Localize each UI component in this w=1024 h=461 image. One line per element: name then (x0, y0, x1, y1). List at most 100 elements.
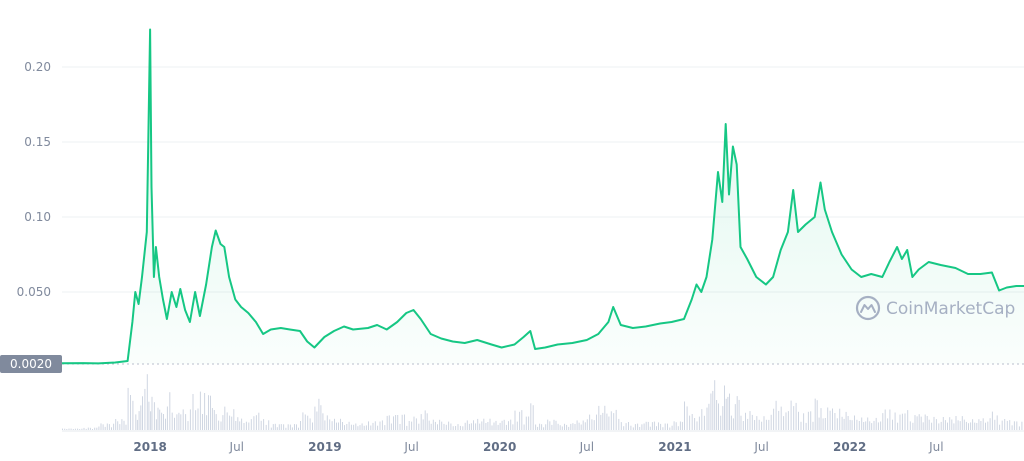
volume-bar (918, 414, 920, 430)
volume-bar (397, 415, 399, 430)
x-tick-label: Jul (928, 440, 943, 454)
volume-bar (497, 424, 499, 430)
baseline-label: 0.0020 (0, 355, 62, 373)
volume-bar (780, 406, 782, 430)
volume-bar (634, 424, 636, 430)
volume-bar (790, 400, 792, 430)
volume-bar (62, 428, 63, 430)
volume-bar (1009, 420, 1011, 430)
volume-bar (489, 418, 491, 430)
x-tick-label: Jul (753, 440, 768, 454)
volume-bar (824, 418, 826, 430)
volume-bar (615, 409, 617, 430)
volume-bar (677, 426, 679, 430)
volume-bar (924, 414, 926, 430)
volume-bar (159, 409, 161, 430)
volume-bar (539, 423, 541, 430)
volume-bar (415, 418, 417, 430)
volume-bar (586, 419, 588, 430)
volume-bar (379, 421, 381, 430)
volume-bar (996, 415, 998, 430)
volume-bar (625, 423, 627, 430)
volume-bar (978, 419, 980, 430)
volume-bar (732, 418, 734, 430)
volume-bar (401, 414, 403, 430)
volume-bar (85, 428, 87, 430)
volume-bar (957, 420, 959, 430)
volume-bar (572, 423, 574, 430)
volume-bar (388, 415, 390, 430)
volume-bar (353, 424, 355, 430)
volume-bar (79, 429, 81, 430)
volume-bar (620, 422, 622, 430)
volume-bar (457, 424, 459, 430)
volume-bar (684, 401, 685, 430)
volume-bar (645, 421, 647, 430)
volume-bar (157, 407, 159, 430)
volume-bar (689, 415, 691, 430)
volume-bar (314, 406, 316, 430)
volume-bar (899, 414, 901, 430)
y-tick-label: 0.20 (24, 60, 51, 74)
volume-bar (922, 422, 924, 430)
volume-bar (564, 423, 565, 430)
volume-bar (959, 421, 961, 430)
volume-histogram (62, 374, 1023, 430)
volume-bar (576, 420, 578, 430)
volume-bar (763, 416, 765, 430)
volume-bar (386, 415, 388, 430)
volume-bar (146, 374, 148, 430)
volume-bar (477, 418, 479, 430)
volume-bar (965, 421, 967, 430)
volume-bar (722, 406, 724, 430)
volume-bar (541, 424, 543, 430)
volume-bar (598, 405, 600, 430)
volume-bar (519, 411, 521, 430)
volume-bar (686, 406, 688, 430)
volume-bar (604, 405, 606, 430)
volume-bar (1006, 420, 1008, 430)
volume-bar (708, 403, 710, 430)
volume-bar (724, 385, 725, 430)
volume-bar (72, 429, 74, 430)
volume-bar (555, 420, 557, 430)
volume-bar (827, 407, 829, 430)
volume-bar (725, 398, 727, 430)
coinmarketcap-logo-icon (855, 295, 881, 321)
volume-bar (691, 414, 693, 430)
volume-bar (77, 428, 79, 430)
volume-bar (92, 429, 93, 430)
volume-bar (413, 416, 415, 430)
watermark: CoinMarketCap (855, 295, 1015, 321)
volume-bar (606, 413, 608, 430)
volume-bar (243, 423, 245, 430)
volume-bar (322, 413, 324, 430)
volume-bar (253, 416, 255, 430)
volume-bar (740, 415, 742, 430)
volume-bar (365, 425, 367, 430)
volume-bar (424, 410, 426, 430)
volume-bar (263, 419, 265, 430)
volume-bar (742, 421, 744, 430)
volume-bar (361, 423, 363, 430)
volume-bar (1018, 426, 1020, 430)
volume-bar (470, 423, 472, 430)
volume-bar (887, 418, 889, 430)
volume-bar (121, 419, 123, 430)
y-tick-label: 0.15 (24, 135, 51, 149)
volume-bar (940, 421, 942, 430)
volume-bar (495, 420, 497, 430)
volume-bar (1016, 421, 1018, 430)
volume-bar (580, 424, 582, 430)
volume-bar (669, 427, 671, 430)
volume-bar (355, 423, 357, 430)
volume-bar (1021, 421, 1023, 430)
volume-bar (276, 427, 278, 430)
x-tick-label: 2021 (658, 440, 691, 454)
volume-bar (773, 408, 775, 430)
volume-bar (102, 424, 104, 430)
volume-bar (350, 424, 352, 430)
volume-bar (803, 413, 805, 430)
volume-bar (115, 419, 117, 430)
volume-bar (178, 412, 180, 430)
